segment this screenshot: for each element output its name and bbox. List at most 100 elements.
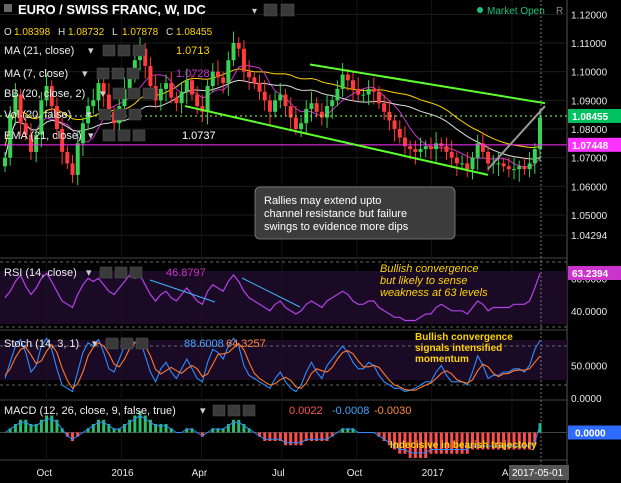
price-badge [568, 137, 621, 152]
legend-ema-dropdown-icon[interactable]: ▾ [88, 130, 94, 142]
legend-ma7-label[interactable]: MA (7, close) [4, 68, 68, 80]
candle-body [96, 83, 101, 101]
price-badge-label: 1.08455 [572, 112, 609, 123]
market-status: Market Open [487, 6, 545, 17]
stoch-annotation-text: Bullish convergence signals intensified mo… [415, 332, 513, 365]
candle-body [345, 74, 350, 81]
candle-body [288, 106, 293, 118]
macd-eye-icon[interactable] [212, 404, 226, 417]
rsi-badge-label: 63.2394 [572, 269, 609, 280]
gear-icon[interactable] [280, 3, 295, 17]
price-axis: 1.12000 1.11000 1.10000 1.09000 1.08000 1.070… [568, 10, 621, 440]
macd-annotation-text: Indecisive in bearish trajectory [390, 440, 537, 451]
candle-body [314, 103, 319, 112]
candle-body [335, 88, 340, 101]
legend-vol-gear-icon[interactable] [113, 108, 127, 121]
rsi-dropdown-icon[interactable]: ▾ [86, 267, 92, 279]
main-annotation-box [254, 186, 456, 240]
candle-body [184, 80, 189, 92]
legend-ma21-dropdown-icon[interactable]: ▾ [88, 45, 94, 57]
legend-ma7-value: 1.0728 [176, 68, 210, 80]
legend-bb-dropdown-icon[interactable]: ▾ [100, 88, 106, 100]
candle-body [70, 163, 75, 175]
legend-ema-label[interactable]: EMA (21, close) [4, 130, 82, 142]
market-status-letter: R [556, 6, 563, 17]
macd-line [4, 414, 541, 454]
candle-body [101, 83, 106, 95]
stoch-k-value: 88.6008 [184, 338, 224, 350]
cursor-date-badge [509, 465, 569, 480]
candle-body [330, 100, 335, 107]
rsi-gear-icon[interactable] [114, 266, 128, 279]
macd-close-icon[interactable] [242, 404, 256, 417]
candle-body [418, 149, 423, 152]
candle-body [512, 169, 517, 171]
legend-vol-eye-icon[interactable] [98, 108, 112, 121]
candle-body [262, 91, 267, 101]
settings-box-icon[interactable] [263, 3, 278, 17]
macd-dropdown-icon[interactable]: ▾ [200, 405, 206, 417]
stoch-gear-icon[interactable] [120, 337, 134, 350]
candle-body [480, 143, 485, 152]
rsi-legend-value: 46.8797 [166, 267, 206, 279]
candle-body [221, 77, 226, 84]
time-axis: Oct2016AprJulOct2017Apr2017-05-01 [36, 465, 569, 480]
candle-body [189, 80, 194, 95]
legend-ma21-gear-icon[interactable] [117, 44, 131, 57]
rsi-eye-icon[interactable] [99, 266, 113, 279]
rsi-close-icon[interactable] [129, 266, 143, 279]
ohlc-l-label: L [112, 27, 118, 38]
stoch-k-line [4, 337, 541, 393]
legend-bb-gear-icon[interactable] [127, 87, 141, 100]
time-tick-label: 2016 [111, 468, 134, 479]
candle-body [34, 134, 39, 152]
stoch-eye-icon[interactable] [105, 337, 119, 350]
macd-gear-icon[interactable] [227, 404, 241, 417]
legend-ma21-eye-icon[interactable] [102, 44, 116, 57]
macd-legend-label[interactable]: MACD (12, 26, close, 9, false, true) [4, 405, 176, 417]
legend-ma7-dropdown-icon[interactable]: ▾ [82, 68, 88, 80]
candle-body [23, 123, 28, 135]
legend-vol-label[interactable]: Vol (20, false) [4, 109, 71, 121]
legend-bb-close-icon[interactable] [142, 87, 156, 100]
macd-signal-value: -0.0030 [374, 405, 411, 417]
candle-body [532, 149, 537, 164]
main-annotation: Rallies may extend upto channel resistanc… [254, 186, 456, 240]
legend-ma7-gear-icon[interactable] [111, 67, 125, 80]
legend-ema-gear-icon[interactable] [117, 129, 131, 142]
symbol-title[interactable]: EURO / SWISS FRANC, W, IDC [18, 2, 206, 17]
legend-ma7-eye-icon[interactable] [96, 67, 110, 80]
legend-ma7-close-icon[interactable] [126, 67, 140, 80]
rsi-line [4, 272, 541, 322]
candle-body [236, 43, 241, 49]
legend-ema-eye-icon[interactable] [102, 129, 116, 142]
candle-body [252, 77, 257, 84]
legend-ma21-close-icon[interactable] [132, 44, 146, 57]
candle-body [293, 117, 298, 129]
collapse-icon[interactable] [4, 4, 12, 12]
stoch-dropdown-icon[interactable]: ▾ [92, 338, 98, 350]
stoch-legend-label[interactable]: Stoch (14, 3, 1) [4, 338, 79, 350]
rsi-legend-label[interactable]: RSI (14, close) [4, 267, 77, 279]
candle-body [517, 166, 522, 170]
price-tick-label: 1.04294 [571, 231, 608, 242]
legend-vol-dropdown-icon[interactable]: ▾ [86, 109, 92, 121]
legend-ma21-label[interactable]: MA (21, close) [4, 45, 74, 57]
indicator-legend: MA (21, close) ▾ 1.0713 MA (7, close) ▾ … [4, 44, 216, 142]
candle-body [501, 163, 506, 167]
price-badge-label: 1.07448 [572, 141, 609, 152]
candle-body [496, 163, 501, 165]
symbol-dropdown-icon[interactable]: ▾ [252, 6, 257, 17]
stoch-d-value: 64.3257 [226, 338, 266, 350]
candle-body [65, 151, 70, 164]
legend-bb-label[interactable]: BB (20, close, 2) [4, 88, 85, 100]
legend-vol-close-icon[interactable] [128, 108, 142, 121]
legend-bb-eye-icon[interactable] [112, 87, 126, 100]
macd-line-value: -0.0008 [332, 405, 369, 417]
candle-body [267, 100, 272, 112]
ohlc-l-value: 1.07878 [122, 27, 159, 38]
candle-body [215, 71, 220, 78]
legend-ema-close-icon[interactable] [132, 129, 146, 142]
stoch-close-icon[interactable] [135, 337, 149, 350]
candle-body [356, 88, 361, 95]
